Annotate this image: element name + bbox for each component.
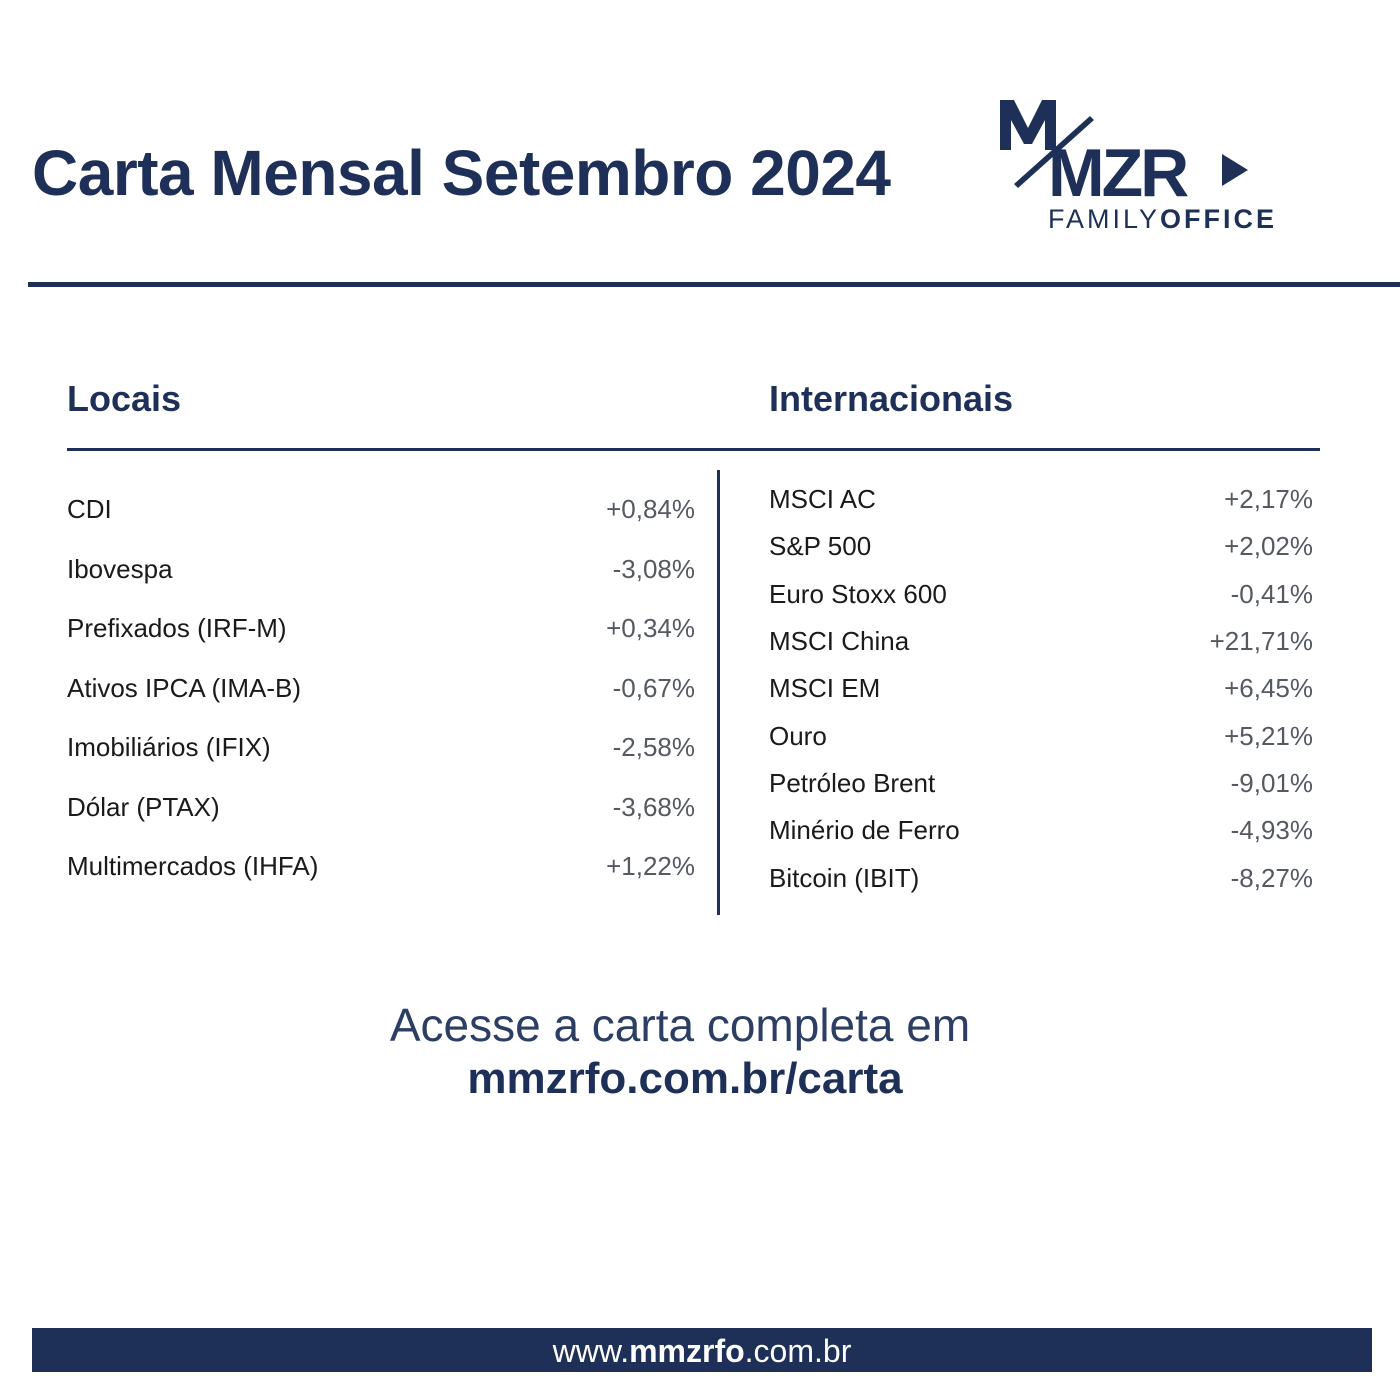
item-name: Dólar (PTAX) <box>67 791 220 822</box>
list-item: S&P 500 +2,02% <box>769 523 1313 570</box>
list-item: Ibovespa -3,08% <box>67 540 695 600</box>
item-name: Imobiliários (IFIX) <box>67 732 271 763</box>
item-value: +6,45% <box>1224 673 1313 704</box>
item-name: Bitcoin (IBIT) <box>769 862 920 893</box>
header-divider <box>28 282 1400 287</box>
footer-url-prefix: www. <box>552 1333 630 1369</box>
item-name: S&P 500 <box>769 531 872 562</box>
list-item: Multimercados (IHFA) +1,22% <box>67 837 695 897</box>
locais-list: CDI +0,84% Ibovespa -3,08% Prefixados (IRF… <box>67 480 695 897</box>
list-item: Ativos IPCA (IMA-B) -0,67% <box>67 659 695 719</box>
item-value: +0,84% <box>606 494 695 525</box>
item-value: -4,93% <box>1230 815 1313 846</box>
item-value: +5,21% <box>1224 720 1313 751</box>
columns-heading-divider <box>67 448 1320 451</box>
logo-wordmark: FAMILYOFFICE <box>1048 204 1277 234</box>
item-name: MSCI AC <box>769 484 876 515</box>
list-item: Ouro +5,21% <box>769 712 1313 759</box>
list-item: MSCI China +21,71% <box>769 618 1313 665</box>
list-item: MSCI AC +2,17% <box>769 476 1313 523</box>
item-value: -2,58% <box>612 732 695 763</box>
list-item: Minério de Ferro -4,93% <box>769 807 1313 854</box>
internacionais-list: MSCI AC +2,17% S&P 500 +2,02% Euro Stoxx 6… <box>769 476 1313 902</box>
footer-url-domain: mmzrfo <box>629 1333 745 1369</box>
item-value: -0,67% <box>612 672 695 703</box>
item-value: -3,68% <box>612 791 695 822</box>
list-item: Bitcoin (IBIT) -8,27% <box>769 854 1313 901</box>
item-name: Minério de Ferro <box>769 815 960 846</box>
item-value: -0,41% <box>1230 578 1313 609</box>
item-name: Ibovespa <box>67 553 173 584</box>
list-item: Dólar (PTAX) -3,68% <box>67 778 695 838</box>
locais-heading: Locais <box>67 378 182 419</box>
logo-mark-text: MZR <box>1048 135 1188 211</box>
item-value: +2,17% <box>1224 484 1313 515</box>
item-name: Euro Stoxx 600 <box>769 578 947 609</box>
list-item: Euro Stoxx 600 -0,41% <box>769 571 1313 618</box>
item-name: Multimercados (IHFA) <box>67 851 319 882</box>
mmzr-family-office-logo: MZR FAMILYOFFICE <box>1000 100 1277 234</box>
page-title: Carta Mensal Setembro 2024 <box>32 137 891 209</box>
cta-text: Acesse a carta completa em <box>389 999 971 1051</box>
item-value: +1,22% <box>606 851 695 882</box>
cta-link[interactable]: mmzrfo.com.br/carta <box>467 1054 903 1103</box>
play-icon <box>1222 154 1248 186</box>
internacionais-heading: Internacionais <box>769 378 1014 419</box>
list-item: Imobiliários (IFIX) -2,58% <box>67 718 695 778</box>
item-name: Ativos IPCA (IMA-B) <box>67 672 302 703</box>
item-name: Ouro <box>769 720 827 751</box>
list-item: MSCI EM +6,45% <box>769 665 1313 712</box>
item-value: -3,08% <box>612 553 695 584</box>
list-item: CDI +0,84% <box>67 480 695 540</box>
list-item: Petróleo Brent -9,01% <box>769 760 1313 807</box>
item-name: MSCI EM <box>769 673 881 704</box>
item-value: +21,71% <box>1209 626 1313 657</box>
list-item: Prefixados (IRF-M) +0,34% <box>67 599 695 659</box>
item-value: -8,27% <box>1230 862 1313 893</box>
item-value: +0,34% <box>606 613 695 644</box>
item-name: Prefixados (IRF-M) <box>67 613 287 644</box>
item-value: -9,01% <box>1230 767 1313 798</box>
item-name: CDI <box>67 494 112 525</box>
item-name: MSCI China <box>769 626 910 657</box>
footer-bar[interactable]: www.mmzrfo.com.br <box>32 1328 1372 1372</box>
item-name: Petróleo Brent <box>769 767 936 798</box>
item-value: +2,02% <box>1224 531 1313 562</box>
footer-url-suffix: .com.br <box>744 1333 852 1369</box>
columns-vertical-divider <box>717 470 720 915</box>
